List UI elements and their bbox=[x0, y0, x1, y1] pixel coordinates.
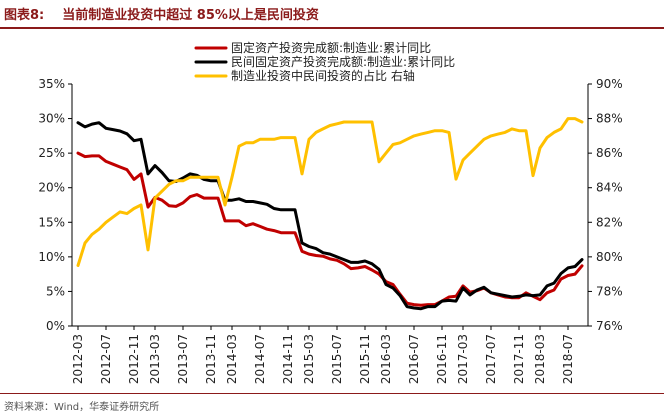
x-tick-label: 2017-07 bbox=[484, 334, 498, 384]
y-right-tick-label: 90% bbox=[596, 77, 623, 91]
y-left-tick-label: 5% bbox=[46, 284, 65, 298]
y-left-tick-label: 25% bbox=[38, 146, 65, 160]
x-tick-label: 2016-11 bbox=[435, 334, 449, 384]
axes: 0% 5% 10% 15% 20% 25% 30% 35% 76% 78% 80% 82% 84% 86%… bbox=[38, 77, 622, 384]
line-chart: 固定资产投资完成额:制造业:累计同比民间固定资产投资完成额:制造业:累计同比制造… bbox=[38, 40, 622, 384]
series-line-1 bbox=[76, 151, 584, 307]
y-right-tick-label: 88% bbox=[596, 112, 623, 126]
y-left-tick-label: 10% bbox=[38, 250, 65, 264]
y-right-tick-label: 84% bbox=[596, 181, 623, 195]
y-left-tick-label: 0% bbox=[46, 319, 65, 333]
x-tick-label: 2016-03 bbox=[379, 334, 393, 384]
y-right-tick-label: 82% bbox=[596, 215, 623, 229]
y-left-tick-label: 35% bbox=[38, 77, 65, 91]
x-tick-label: 2014-11 bbox=[281, 334, 295, 384]
series-line-3 bbox=[76, 117, 584, 267]
x-tick-label: 2015-11 bbox=[358, 334, 372, 384]
y-left-tick-label: 30% bbox=[38, 112, 65, 126]
figure-title-text: 当前制造业投资中超过 85%以上是民间投资 bbox=[62, 8, 319, 23]
y-left-tick-label: 20% bbox=[38, 181, 65, 195]
x-tick-label: 2013-07 bbox=[176, 334, 190, 384]
x-tick-label: 2014-03 bbox=[225, 334, 239, 384]
source-rule bbox=[0, 393, 664, 394]
x-tick-label: 2017-11 bbox=[512, 334, 526, 384]
x-tick-label: 2018-07 bbox=[561, 334, 575, 384]
figure-title: 图表8: 当前制造业投资中超过 85%以上是民间投资 bbox=[4, 4, 319, 23]
figure-label: 图表8: bbox=[4, 8, 45, 23]
y-right-tick-label: 78% bbox=[596, 284, 623, 298]
x-tick-label: 2016-07 bbox=[407, 334, 421, 384]
x-tick-label: 2017-03 bbox=[456, 334, 470, 384]
x-tick-label: 2012-11 bbox=[127, 334, 141, 384]
y-left-tick-label: 15% bbox=[38, 215, 65, 229]
x-tick-label: 2015-03 bbox=[302, 334, 316, 384]
legend: 固定资产投资完成额:制造业:累计同比民间固定资产投资完成额:制造业:累计同比制造… bbox=[194, 40, 455, 83]
source-note: 资料来源：Wind，华泰证券研究所 bbox=[4, 402, 160, 413]
y-right-tick-label: 80% bbox=[596, 250, 623, 264]
x-tick-label: 2012-07 bbox=[99, 334, 113, 384]
y-right-tick-label: 76% bbox=[596, 319, 623, 333]
series-lines bbox=[76, 117, 584, 311]
y-right-tick-label: 86% bbox=[596, 146, 623, 160]
series-line-2 bbox=[76, 121, 584, 311]
x-tick-label: 2012-03 bbox=[71, 334, 85, 384]
legend-label-2: 民间固定资产投资完成额:制造业:累计同比 bbox=[231, 54, 455, 69]
x-tick-label: 2013-11 bbox=[204, 334, 218, 384]
legend-label-1: 固定资产投资完成额:制造业:累计同比 bbox=[231, 40, 431, 55]
x-tick-label: 2013-03 bbox=[148, 334, 162, 384]
x-tick-label: 2018-03 bbox=[533, 334, 547, 384]
legend-label-3: 制造业投资中民间投资的占比 右轴 bbox=[231, 68, 415, 83]
x-tick-label: 2014-07 bbox=[253, 334, 267, 384]
x-tick-label: 2015-07 bbox=[330, 334, 344, 384]
title-rule bbox=[0, 27, 664, 29]
